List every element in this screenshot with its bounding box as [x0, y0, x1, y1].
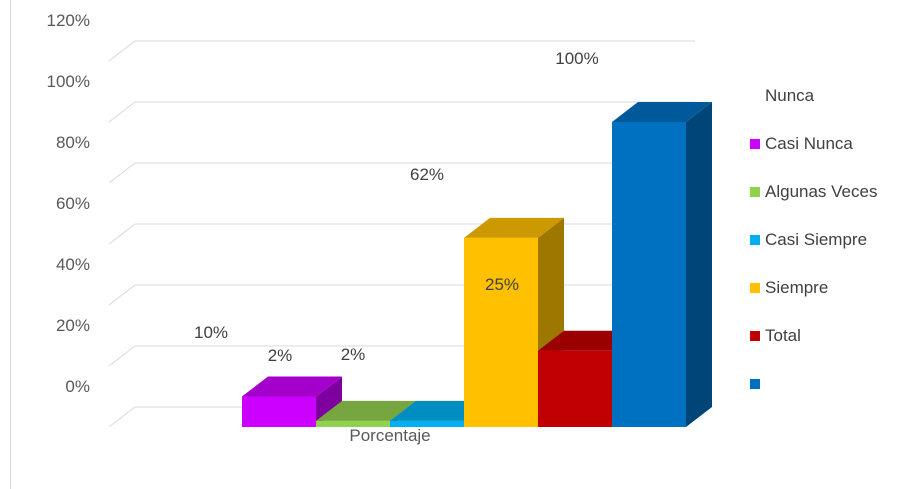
bar-side	[686, 102, 712, 427]
bar-top	[464, 217, 564, 238]
y-tick-label: 20%	[56, 316, 90, 335]
gridline-wall	[108, 101, 136, 123]
y-tick-label: 80%	[56, 133, 90, 152]
legend-item: Casi Siempre	[750, 228, 867, 252]
data-label: 2%	[268, 346, 293, 365]
legend-swatch	[750, 379, 760, 389]
bar-top	[242, 376, 342, 397]
legend-label: Casi Nunca	[765, 134, 853, 153]
bar	[538, 350, 612, 427]
legend-label: Nunca	[765, 86, 815, 105]
data-label: 100%	[555, 49, 598, 68]
legend-label: Casi Siempre	[765, 230, 868, 249]
bar	[242, 396, 316, 427]
y-tick-label: 120%	[47, 11, 90, 30]
legend-swatch	[750, 187, 760, 197]
legend-item: Casi Nunca	[750, 132, 853, 156]
y-tick-label: 60%	[56, 194, 90, 213]
legend-label: Siempre	[765, 278, 829, 297]
x-category-label: Porcentaje	[349, 426, 430, 445]
gridline-wall	[108, 345, 136, 367]
legend-item	[750, 372, 765, 396]
legend-item: Nunca	[750, 84, 814, 108]
bar	[612, 122, 686, 427]
y-tick-label: 40%	[56, 255, 90, 274]
legend-item: Algunas Veces	[750, 180, 877, 204]
bar	[390, 420, 464, 427]
legend-swatch	[750, 283, 760, 293]
gridline-wall	[108, 284, 136, 306]
gridline-wall	[108, 223, 136, 245]
bar-top	[316, 400, 416, 421]
bar	[464, 237, 538, 427]
data-label: 62%	[410, 165, 444, 184]
gridline-wall	[108, 40, 136, 62]
y-tick-label: 0%	[65, 377, 90, 396]
y-tick-label: 100%	[47, 72, 90, 91]
legend-swatch	[750, 139, 760, 149]
data-label: 2%	[341, 345, 366, 364]
legend-label: Total	[765, 326, 801, 345]
bar-top	[612, 102, 712, 122]
chart-frame-border	[10, 0, 11, 489]
legend-swatch	[750, 91, 760, 101]
gridline-wall	[108, 406, 136, 428]
data-label: 25%	[485, 275, 519, 294]
legend-label: Algunas Veces	[765, 182, 878, 201]
data-label: 10%	[194, 323, 228, 342]
legend-swatch	[750, 331, 760, 341]
legend-item: Total	[750, 324, 801, 348]
gridline-wall	[108, 162, 136, 184]
bar-side	[316, 376, 342, 427]
legend-item: Siempre	[750, 276, 828, 300]
legend-swatch	[750, 235, 760, 245]
bar	[316, 420, 390, 427]
